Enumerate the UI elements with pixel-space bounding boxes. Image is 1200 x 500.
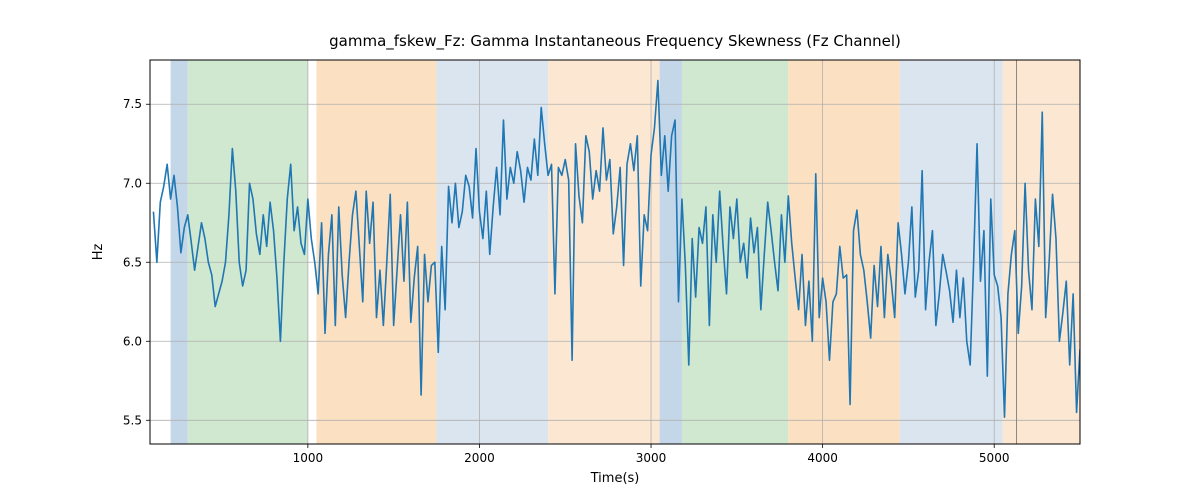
- ytick-label: 5.5: [123, 413, 142, 427]
- xtick-label: 5000: [979, 451, 1010, 465]
- region-5: [660, 60, 682, 444]
- ytick-label: 6.5: [123, 255, 142, 269]
- xtick-label: 4000: [807, 451, 838, 465]
- xtick-label: 2000: [464, 451, 495, 465]
- xtick-label: 1000: [293, 451, 324, 465]
- region-0: [171, 60, 188, 444]
- chart-title: gamma_fskew_Fz: Gamma Instantaneous Freq…: [329, 32, 901, 51]
- y-axis-label: Hz: [91, 244, 106, 261]
- ytick-label: 7.5: [123, 97, 142, 111]
- ytick-label: 7.0: [123, 176, 142, 190]
- ytick-label: 6.0: [123, 334, 142, 348]
- chart-svg: 1000 2000 3000 4000 5000 5.5 6.0 6.5 7.0 7.5 Time(…: [0, 0, 1200, 500]
- xtick-label: 3000: [636, 451, 667, 465]
- region-8: [900, 60, 1003, 444]
- region-3: [437, 60, 549, 444]
- chart-container: 1000 2000 3000 4000 5000 5.5 6.0 6.5 7.0 7.5 Time(…: [0, 0, 1200, 500]
- region-7: [788, 60, 900, 444]
- x-axis-label: Time(s): [590, 471, 640, 486]
- region-1: [188, 60, 308, 444]
